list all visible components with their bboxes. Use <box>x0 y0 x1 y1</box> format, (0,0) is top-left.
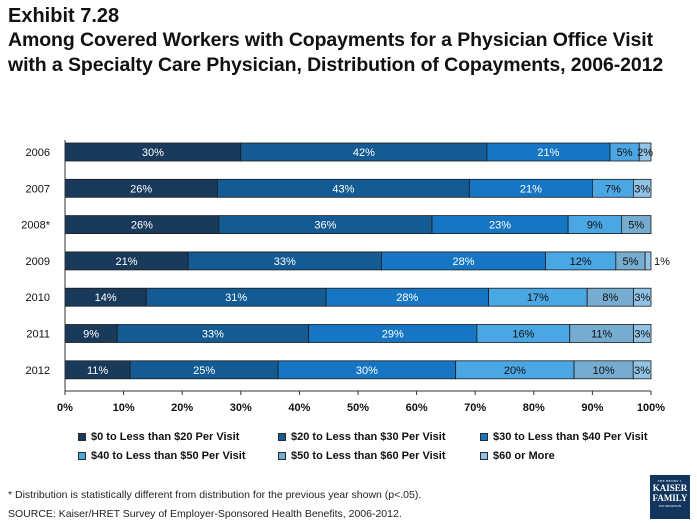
legend-label: $20 to Less than $30 Per Visit <box>291 431 446 443</box>
bar-segment <box>638 142 652 162</box>
chart-title: Among Covered Workers with Copayments fo… <box>8 29 664 76</box>
year-label: 2011 <box>26 329 50 341</box>
data-label: 23% <box>489 220 511 232</box>
data-label: 17% <box>527 292 549 304</box>
kff-logo: THE HENRY J. KAISER FAMILY FOUNDATION <box>650 475 690 519</box>
legend-swatch <box>278 452 286 460</box>
data-label: 26% <box>130 183 152 195</box>
year-label: 2009 <box>26 256 50 268</box>
data-label: 21% <box>116 256 138 268</box>
year-label: 2007 <box>26 183 50 195</box>
legend-item: $60 or More <box>480 450 555 462</box>
data-label: 30% <box>356 365 378 377</box>
x-tick-label: 10% <box>113 402 135 414</box>
bar-segment <box>633 324 652 343</box>
stacked-bar-chart: 2006 30% 42% 21% 5% 2% 2007 26% 43% 21% 7% 3% 2008* 2… <box>21 140 670 414</box>
x-tick-label: 60% <box>406 402 428 414</box>
data-label: 5% <box>628 220 644 232</box>
legend-label: $50 to Less than $60 Per Visit <box>291 450 446 462</box>
data-label: 9% <box>587 220 603 232</box>
legend-swatch <box>480 452 488 460</box>
x-tick-label: 20% <box>171 402 193 414</box>
x-tick-label: 90% <box>581 402 603 414</box>
data-label: 11% <box>591 329 612 341</box>
year-label: 2012 <box>26 365 50 377</box>
x-tick-label: 100% <box>637 402 665 414</box>
x-tick-label: 40% <box>288 402 310 414</box>
data-label: 26% <box>131 220 153 232</box>
data-label: 30% <box>142 147 164 159</box>
data-label: 28% <box>452 256 474 268</box>
legend-label: $30 to Less than $40 Per Visit <box>493 431 648 443</box>
data-label: 29% <box>382 329 404 341</box>
data-label: 11% <box>87 365 108 377</box>
data-label: 28% <box>396 292 418 304</box>
x-tick-label: 0% <box>57 402 73 414</box>
legend-swatch <box>78 452 86 460</box>
x-tick-label: 50% <box>347 402 369 414</box>
data-label: 20% <box>504 365 526 377</box>
bar-segment <box>633 287 652 307</box>
data-label: 43% <box>332 183 354 195</box>
data-label: 7% <box>605 183 621 195</box>
legend-swatch <box>278 433 286 441</box>
data-label: 12% <box>570 256 592 268</box>
legend-item: $30 to Less than $40 Per Visit <box>480 431 647 443</box>
data-label: 3% <box>634 183 650 195</box>
source-note: SOURCE: Kaiser/HRET Survey of Employer-S… <box>8 508 402 520</box>
data-label: 5% <box>623 256 639 268</box>
bar-segment <box>633 178 652 198</box>
legend-swatch <box>78 433 86 441</box>
data-label: 5% <box>617 147 633 159</box>
data-label: 33% <box>202 329 224 341</box>
legend-label: $40 to Less than $50 Per Visit <box>91 450 246 462</box>
logo-line-2: KAISER <box>652 483 688 493</box>
data-label: 21% <box>520 183 542 195</box>
data-label: 2% <box>637 147 653 159</box>
x-tick-label: 70% <box>464 402 486 414</box>
legend-item: $20 to Less than $30 Per Visit <box>278 431 445 443</box>
data-label: 16% <box>512 329 534 341</box>
x-tick-label: 80% <box>523 402 545 414</box>
logo-line-3: FAMILY <box>652 493 688 503</box>
data-label: 3% <box>634 365 650 377</box>
year-label: 2006 <box>26 147 50 159</box>
year-label: 2010 <box>26 292 50 304</box>
bar-segment <box>621 215 652 235</box>
data-label: 42% <box>353 147 375 159</box>
data-label: 21% <box>537 147 559 159</box>
data-label: 36% <box>314 220 336 232</box>
data-label: 31% <box>225 292 247 304</box>
bar-segment <box>644 251 652 271</box>
title-block: Exhibit 7.28 Among Covered Workers with … <box>8 4 688 78</box>
logo-line-4: FOUNDATION <box>658 504 682 508</box>
legend-label: $60 or More <box>493 450 555 462</box>
data-label: 14% <box>95 292 117 304</box>
data-label: 10% <box>593 365 615 377</box>
legend-item: $40 to Less than $50 Per Visit <box>78 450 245 462</box>
legend-swatch <box>480 433 488 441</box>
legend-label: $0 to Less than $20 Per Visit <box>91 431 240 443</box>
data-label: 3% <box>634 292 650 304</box>
data-label: 33% <box>274 256 296 268</box>
bar-segment <box>632 360 652 380</box>
exhibit-number: Exhibit 7.28 <box>8 5 120 27</box>
data-label: 25% <box>193 365 215 377</box>
legend-item: $0 to Less than $20 Per Visit <box>78 431 239 443</box>
data-label: 8% <box>602 292 618 304</box>
footnote: * Distribution is statistically differen… <box>8 489 422 501</box>
legend-item: $50 to Less than $60 Per Visit <box>278 450 445 462</box>
data-label: 1% <box>654 256 670 268</box>
x-tick-label: 30% <box>230 402 252 414</box>
data-label: 9% <box>83 329 99 341</box>
logo-line-1: THE HENRY J. <box>657 479 683 483</box>
data-label: 3% <box>634 329 650 341</box>
year-label: 2008* <box>21 220 50 232</box>
